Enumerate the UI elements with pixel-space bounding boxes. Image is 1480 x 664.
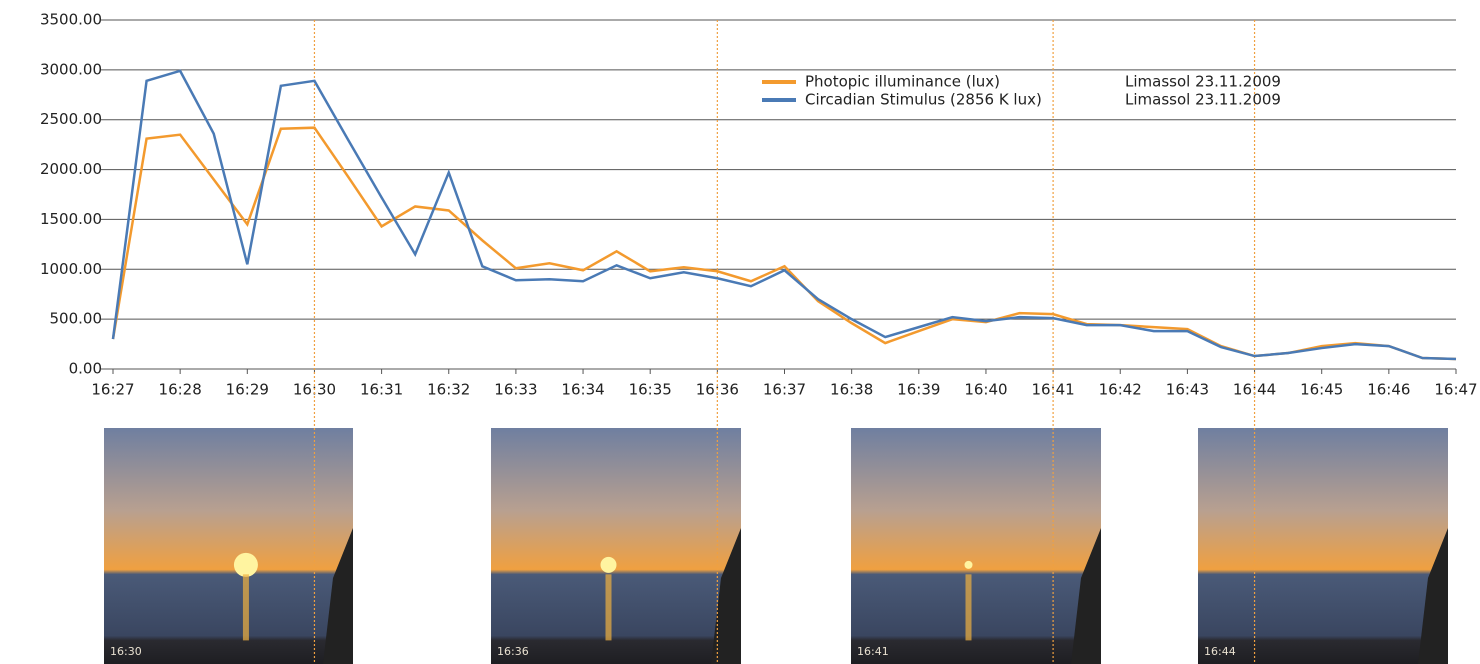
x-tick-label: 16:45 <box>1300 381 1343 399</box>
photo-caption: 16:30 <box>110 645 142 658</box>
x-tick-label: 16:40 <box>964 381 1007 399</box>
photo <box>851 428 1101 664</box>
x-tick-label: 16:43 <box>1166 381 1209 399</box>
photo <box>491 428 741 664</box>
y-tick-label: 3500.00 <box>40 11 102 29</box>
x-tick-label: 16:39 <box>897 381 940 399</box>
y-tick-label: 2000.00 <box>40 160 102 178</box>
y-tick-label: 1500.00 <box>40 210 102 228</box>
photo <box>104 428 353 664</box>
photo-caption: 16:44 <box>1204 645 1236 658</box>
x-tick-label: 16:33 <box>494 381 537 399</box>
x-tick-label: 16:35 <box>629 381 672 399</box>
photo-caption: 16:36 <box>497 645 529 658</box>
photo-sun <box>234 553 258 577</box>
x-tick-label: 16:29 <box>226 381 269 399</box>
legend-note: Limassol 23.11.2009 <box>1125 91 1281 109</box>
photo-sun <box>965 561 973 569</box>
photo-sun <box>601 557 617 573</box>
y-tick-label: 0.00 <box>69 360 102 378</box>
series-line <box>113 71 1456 359</box>
x-tick-label: 16:34 <box>561 381 604 399</box>
photo-reflection <box>243 574 249 640</box>
x-tick-label: 16:28 <box>159 381 202 399</box>
photo-caption: 16:41 <box>857 645 889 658</box>
x-tick-label: 16:46 <box>1367 381 1410 399</box>
x-tick-label: 16:38 <box>830 381 873 399</box>
x-tick-label: 16:42 <box>1099 381 1142 399</box>
x-tick-label: 16:27 <box>91 381 134 399</box>
y-tick-label: 500.00 <box>50 310 103 328</box>
x-tick-label: 16:47 <box>1434 381 1477 399</box>
x-tick-label: 16:32 <box>427 381 470 399</box>
x-tick-label: 16:37 <box>763 381 806 399</box>
legend-label: Circadian Stimulus (2856 K lux) <box>805 91 1042 109</box>
photo-reflection <box>606 574 612 640</box>
photo <box>1198 428 1448 664</box>
photo-reflection <box>966 574 972 640</box>
legend-label: Photopic illuminance (lux) <box>805 73 1000 91</box>
y-tick-label: 1000.00 <box>40 260 102 278</box>
y-tick-label: 2500.00 <box>40 110 102 128</box>
x-tick-label: 16:31 <box>360 381 403 399</box>
chart: 16:30 16:36 16:41 16:44 0.00 500.00 1000.00 150… <box>0 0 1480 664</box>
legend-note: Limassol 23.11.2009 <box>1125 73 1281 91</box>
y-tick-label: 3000.00 <box>40 60 102 78</box>
